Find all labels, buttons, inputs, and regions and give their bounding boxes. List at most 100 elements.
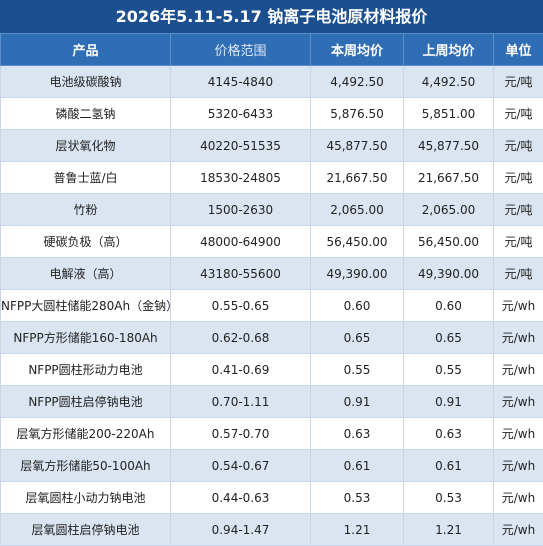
table-cell: 0.44-0.63 — [171, 482, 311, 514]
table-cell: 电解液（高） — [1, 258, 171, 290]
table-cell: 竹粉 — [1, 194, 171, 226]
table-cell: 43180-55600 — [171, 258, 311, 290]
table-cell: 元/吨 — [494, 258, 543, 290]
table-cell: 0.61 — [311, 450, 404, 482]
table-cell: 元/吨 — [494, 194, 543, 226]
table-cell: 元/吨 — [494, 226, 543, 258]
table-cell: 元/wh — [494, 514, 543, 546]
table-cell: 元/wh — [494, 290, 543, 322]
table-cell: 4,492.50 — [311, 66, 404, 98]
table-cell: 元/吨 — [494, 162, 543, 194]
table-cell: 1.21 — [311, 514, 404, 546]
header-cell: 价格范围 — [171, 34, 311, 66]
table-cell: 元/wh — [494, 322, 543, 354]
table-cell: 元/wh — [494, 386, 543, 418]
table-cell: 0.55-0.65 — [171, 290, 311, 322]
table-cell: 0.63 — [311, 418, 404, 450]
table-cell: 1500-2630 — [171, 194, 311, 226]
table-cell: 0.63 — [404, 418, 494, 450]
table-cell: 21,667.50 — [311, 162, 404, 194]
table-cell: 0.53 — [311, 482, 404, 514]
table-cell: 0.94-1.47 — [171, 514, 311, 546]
table-cell: 4,492.50 — [404, 66, 494, 98]
table-cell: 5,876.50 — [311, 98, 404, 130]
table-cell: 层氧圆柱启停钠电池 — [1, 514, 171, 546]
table-cell: 0.55 — [404, 354, 494, 386]
table-cell: 0.55 — [311, 354, 404, 386]
table-cell: 4145-4840 — [171, 66, 311, 98]
title: 2026年5.11-5.17 钠离子电池原材料报价 — [0, 0, 543, 33]
table-cell: 49,390.00 — [311, 258, 404, 290]
table-cell: 18530-24805 — [171, 162, 311, 194]
table-cell: 层状氧化物 — [1, 130, 171, 162]
table-cell: 磷酸二氢钠 — [1, 98, 171, 130]
table-cell: 21,667.50 — [404, 162, 494, 194]
table-cell: 48000-64900 — [171, 226, 311, 258]
table-cell: 0.61 — [404, 450, 494, 482]
table-cell: 0.91 — [311, 386, 404, 418]
table-cell: 0.65 — [311, 322, 404, 354]
table-cell: 元/wh — [494, 354, 543, 386]
table-cell: 硬碳负极（高） — [1, 226, 171, 258]
table-cell: 45,877.50 — [404, 130, 494, 162]
table-cell: 49,390.00 — [404, 258, 494, 290]
table-cell: 元/吨 — [494, 66, 543, 98]
table-cell: 元/wh — [494, 482, 543, 514]
table-cell: 层氧圆柱小动力钠电池 — [1, 482, 171, 514]
header-row: 产品价格范围本周均价上周均价单位 — [1, 34, 543, 66]
table-cell: 40220-51535 — [171, 130, 311, 162]
table-cell: 层氧方形储能50-100Ah — [1, 450, 171, 482]
table-cell: 0.70-1.11 — [171, 386, 311, 418]
table-cell: NFPP圆柱启停钠电池 — [1, 386, 171, 418]
table-cell: 元/wh — [494, 418, 543, 450]
table-cell: 2,065.00 — [311, 194, 404, 226]
table-cell: 0.41-0.69 — [171, 354, 311, 386]
table-cell: 2,065.00 — [404, 194, 494, 226]
table-cell: 5,851.00 — [404, 98, 494, 130]
header-cell: 上周均价 — [404, 34, 494, 66]
table-cell: 1.21 — [404, 514, 494, 546]
table-cell: 0.62-0.68 — [171, 322, 311, 354]
table-cell: 56,450.00 — [311, 226, 404, 258]
table-cell: 元/吨 — [494, 98, 543, 130]
header-cell: 单位 — [494, 34, 543, 66]
table-cell: NFPP大圆柱储能280Ah（金钠） — [1, 290, 171, 322]
table-cell: 0.60 — [404, 290, 494, 322]
table-cell: 0.53 — [404, 482, 494, 514]
header-cell: 本周均价 — [311, 34, 404, 66]
table-cell: 0.60 — [311, 290, 404, 322]
table-cell: 5320-6433 — [171, 98, 311, 130]
header-cell: 产品 — [1, 34, 171, 66]
table-cell: 元/wh — [494, 450, 543, 482]
table-cell: 56,450.00 — [404, 226, 494, 258]
table-cell: 0.54-0.67 — [171, 450, 311, 482]
table-cell: 0.65 — [404, 322, 494, 354]
table-cell: 电池级碳酸钠 — [1, 66, 171, 98]
table-cell: 0.57-0.70 — [171, 418, 311, 450]
table-cell: 普鲁士蓝/白 — [1, 162, 171, 194]
table-cell: 层氧方形储能200-220Ah — [1, 418, 171, 450]
table-cell: 元/吨 — [494, 130, 543, 162]
table-cell: 0.91 — [404, 386, 494, 418]
table-cell: NFPP圆柱形动力电池 — [1, 354, 171, 386]
table-cell: 45,877.50 — [311, 130, 404, 162]
table-cell: NFPP方形储能160-180Ah — [1, 322, 171, 354]
